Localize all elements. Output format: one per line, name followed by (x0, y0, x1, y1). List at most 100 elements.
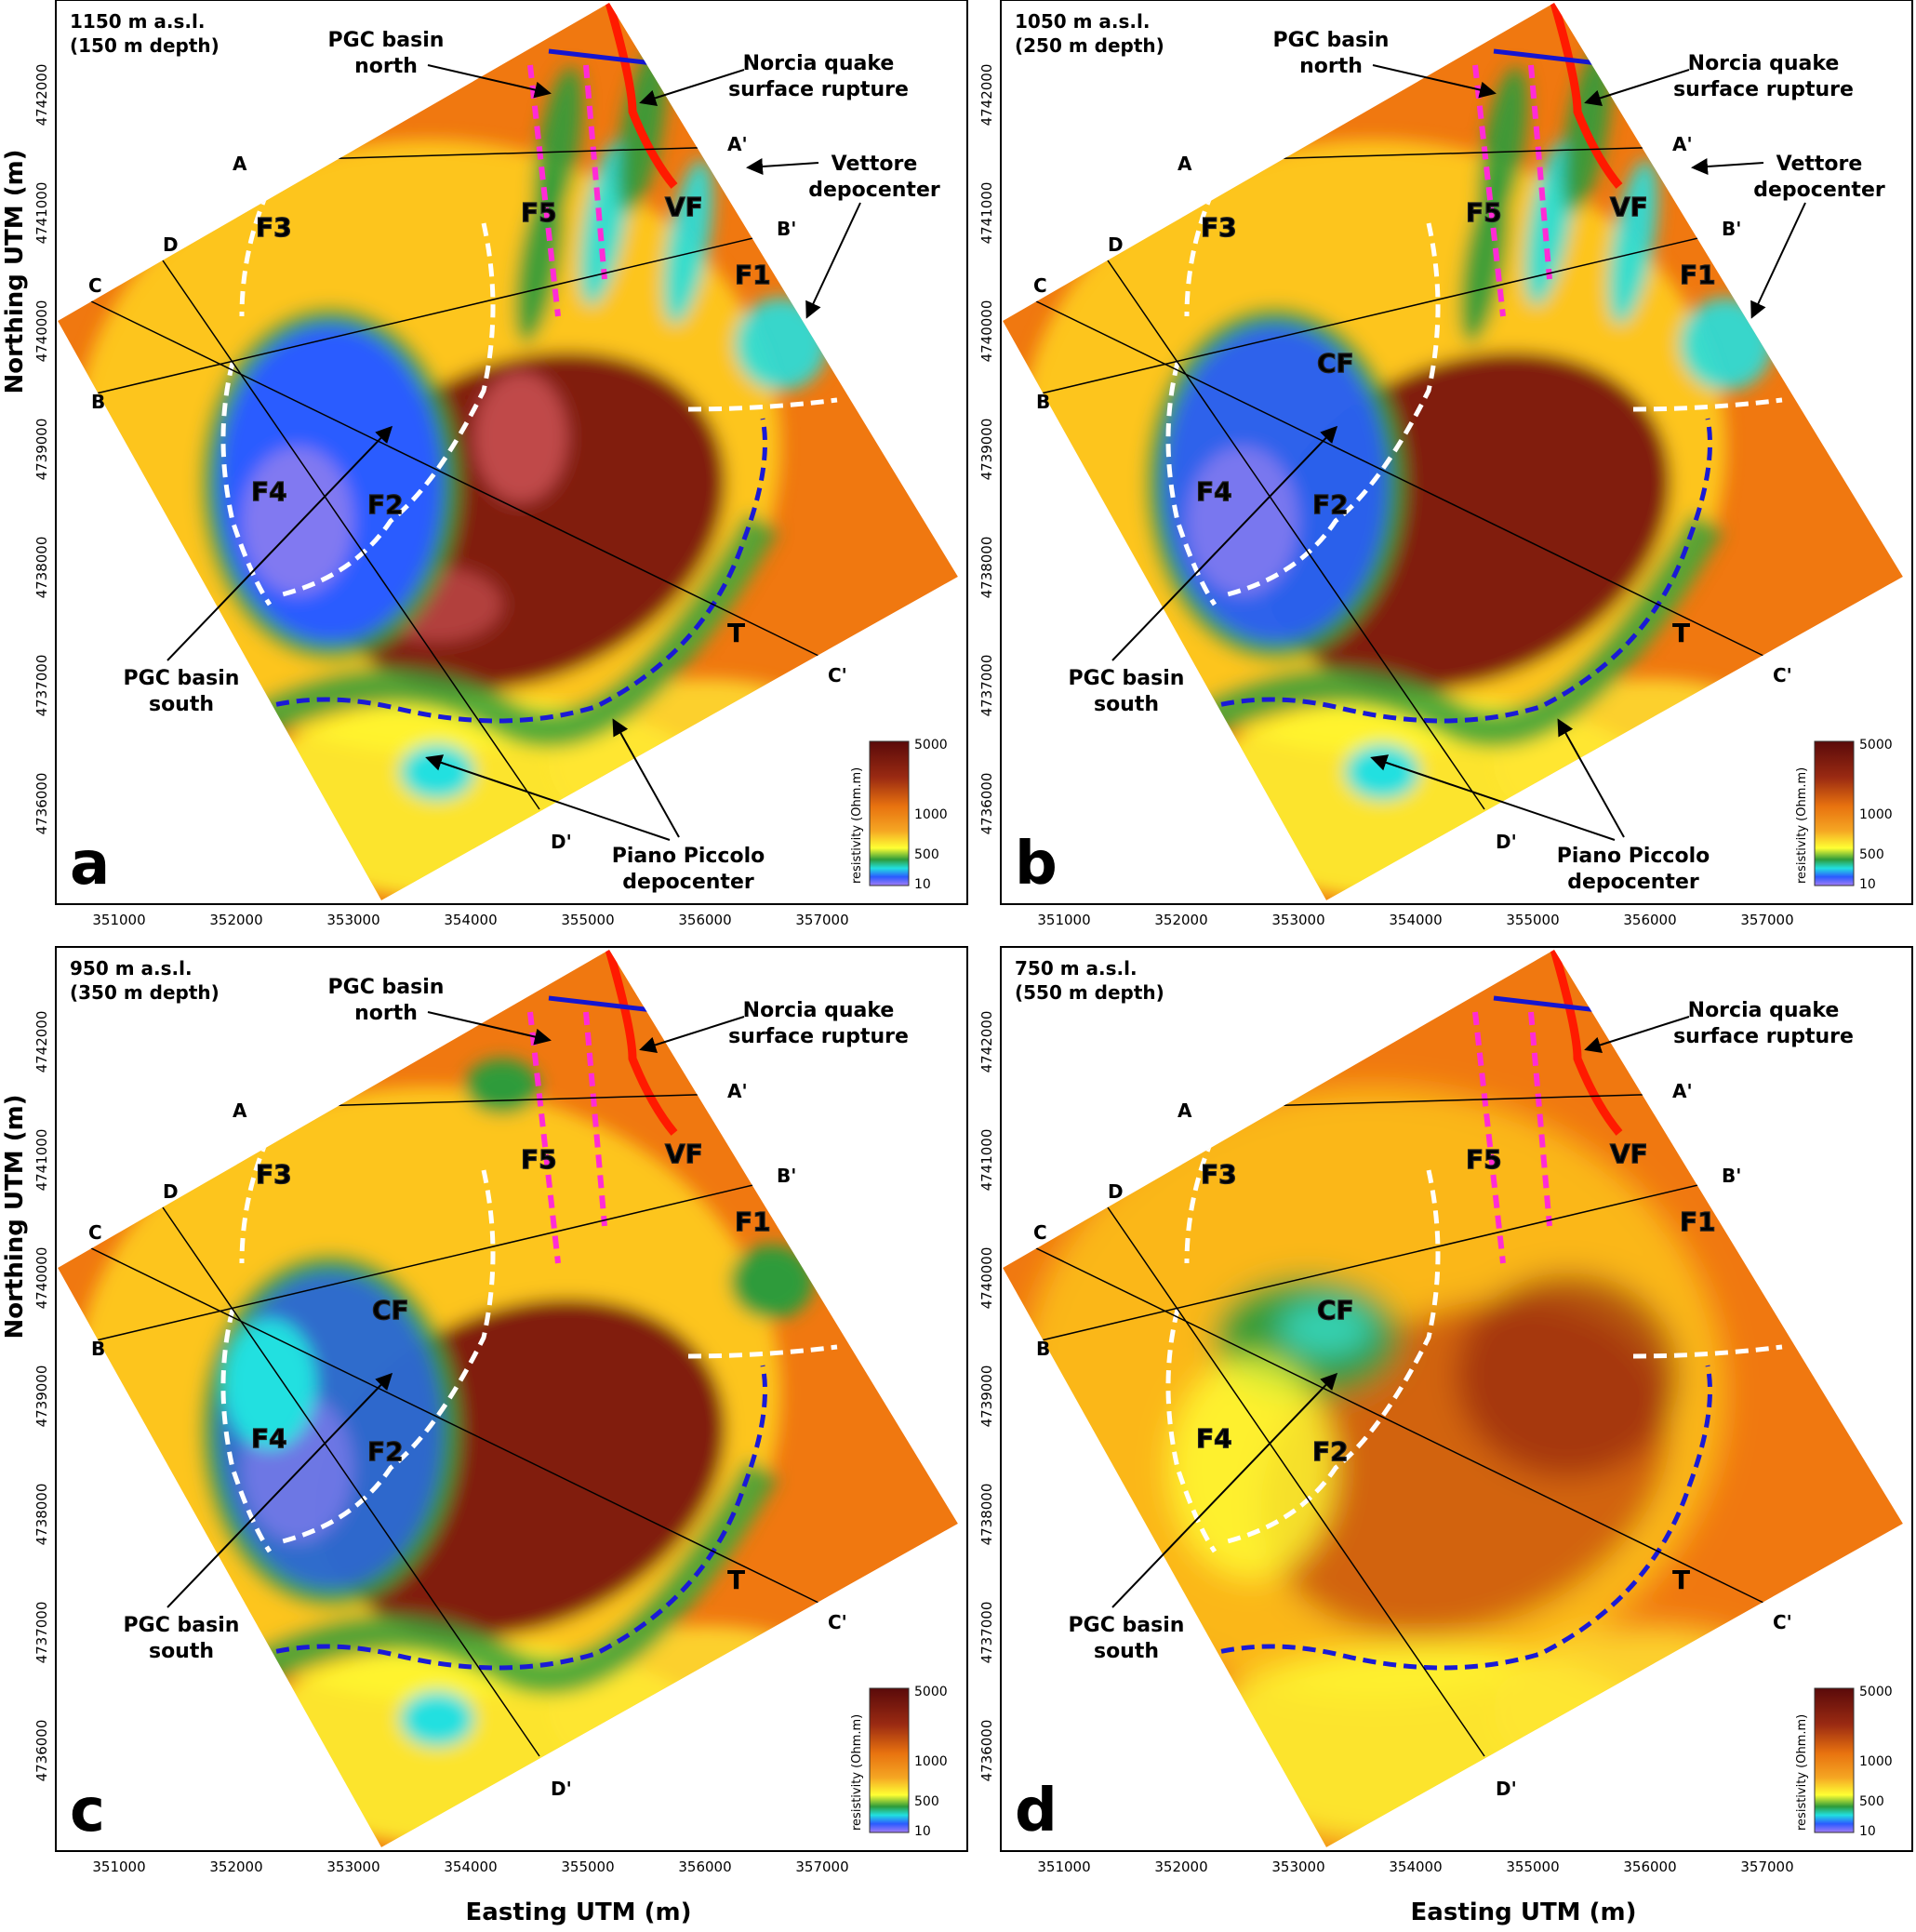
section-dd (162, 1206, 540, 1757)
y-tick: 4741000 (33, 182, 50, 245)
section-bb (87, 232, 778, 396)
pgc-north-arrow (1372, 64, 1497, 99)
depth-label: 750 m a.s.l. (1015, 957, 1138, 979)
section-cc (1028, 297, 1764, 657)
colorbar-tick: 5000 (1859, 1685, 1893, 1699)
label-a: A (1178, 1099, 1192, 1122)
label-f2: F2 (367, 489, 404, 520)
section-bb (1032, 1179, 1723, 1343)
terrace-t-line (1181, 418, 1712, 724)
label-c: C (88, 274, 102, 297)
section-bb (1032, 232, 1723, 396)
x-tick: 355000 (561, 1859, 614, 1875)
annotation-pgc-south: PGC basin (1069, 667, 1185, 690)
section-dd (1107, 1206, 1485, 1757)
resistive-core (474, 372, 567, 502)
label-vf: VF (1610, 1139, 1648, 1169)
label-b-prime: B' (1722, 218, 1741, 240)
x-tick: 354000 (1389, 912, 1442, 928)
colorbar-tick: 500 (1859, 847, 1884, 862)
y-tick: 4738000 (33, 537, 50, 599)
colorbar: 5000 1000 500 10 resistivity (Ohm.m) (850, 738, 948, 892)
label-d: D (163, 1180, 179, 1203)
f2-boundary (278, 1169, 496, 1545)
norcia-arrow (1584, 1016, 1690, 1054)
eastern-boundary (1632, 1344, 1783, 1359)
panel-d: 750 m a.s.l.(550 m depth) d A A' B B' C C' D D' F3… (978, 946, 1913, 1875)
section-cc (83, 297, 819, 657)
x-tick: 355000 (561, 912, 614, 928)
label-b-prime: B' (1722, 1165, 1741, 1187)
label-t: T (1672, 1565, 1690, 1595)
fault-trace (1528, 1011, 1552, 1227)
depth-label: 1150 m a.s.l. (70, 10, 205, 33)
x-tick: 355000 (1506, 1859, 1559, 1875)
eastern-boundary (687, 1344, 838, 1359)
x-tick: 356000 (678, 1859, 731, 1875)
y-tick: 4737000 (978, 1602, 995, 1664)
label-f1: F1 (735, 1206, 771, 1237)
y-tick: 4737000 (978, 655, 995, 717)
f2-boundary (1223, 222, 1441, 598)
annotation-pgc-north-line2: north (354, 1002, 418, 1025)
y-tick: 4736000 (978, 1720, 995, 1782)
annotation-pgc-south-line2: south (1094, 1640, 1159, 1663)
f4-boundary (220, 1309, 273, 1553)
panel-letter: b (1015, 830, 1058, 899)
y-tick: 4740000 (33, 1247, 50, 1310)
section-dd (1107, 260, 1485, 810)
norcia-arrow (1584, 69, 1690, 107)
northern-conductor (1459, 178, 1510, 343)
f2-boundary (1223, 1169, 1441, 1545)
depth-label: 1050 m a.s.l. (1015, 10, 1150, 33)
panel-letter: c (70, 1777, 105, 1845)
annotation-pgc-north: PGC basin (328, 976, 445, 999)
northern-conductor (465, 1059, 539, 1114)
fault-trace (583, 1011, 607, 1227)
vettore-arrow-2 (805, 202, 861, 319)
colorbar-tick: 500 (914, 847, 939, 862)
label-b: B (91, 391, 105, 413)
label-b-prime: B' (777, 218, 796, 240)
colorbar-tick: 5000 (914, 738, 948, 753)
colorbar-tick: 5000 (1859, 738, 1893, 753)
y-tick: 4739000 (978, 419, 995, 481)
y-tick: 4738000 (978, 537, 995, 599)
colorbar-tick: 5000 (914, 1685, 948, 1699)
y-tick: 4740000 (978, 300, 995, 363)
label-a: A (1178, 153, 1192, 175)
annotation-pgc-south: PGC basin (124, 1614, 240, 1637)
x-tick: 352000 (1154, 1859, 1207, 1875)
x-tick: 353000 (1271, 1859, 1324, 1875)
y-axis-title-top: Northing UTM (m) (1, 149, 29, 393)
label-b: B (1036, 391, 1050, 413)
resistivity-anomalies (1019, 1086, 1810, 1847)
y-tick: 4739000 (978, 1366, 995, 1428)
colorbar: 5000 1000 500 10 resistivity (Ohm.m) (850, 1685, 948, 1839)
annotation-vettore-line2: depocenter (1753, 179, 1885, 202)
x-tick: 353000 (326, 1859, 379, 1875)
terrace-t-line (236, 418, 767, 724)
x-tick: 352000 (1154, 912, 1207, 928)
y-tick: 4741000 (978, 182, 995, 245)
x-tick: 353000 (326, 912, 379, 928)
label-a-prime: A' (727, 1080, 748, 1102)
x-tick: 351000 (92, 1859, 145, 1875)
piano-piccolo-low (1345, 744, 1419, 800)
y-tick: 4737000 (33, 655, 50, 717)
section-cc (83, 1244, 819, 1604)
y-tick: 4737000 (33, 1602, 50, 1664)
pgc-north-arrow (427, 1011, 552, 1046)
fault-trace (583, 64, 607, 280)
label-f4: F4 (251, 1423, 287, 1454)
label-f4: F4 (1196, 1423, 1232, 1454)
vettore-arrow (746, 158, 819, 175)
vettore-arrow (1691, 158, 1764, 175)
pgc-north-arrow (427, 64, 552, 99)
piano-piccolo-low (400, 1691, 474, 1747)
label-c: C (88, 1221, 102, 1244)
label-c-prime: C' (1773, 664, 1792, 686)
label-t: T (727, 618, 745, 648)
northern-conductor (1524, 140, 1575, 306)
colorbar-tick: 10 (1859, 1824, 1876, 1839)
